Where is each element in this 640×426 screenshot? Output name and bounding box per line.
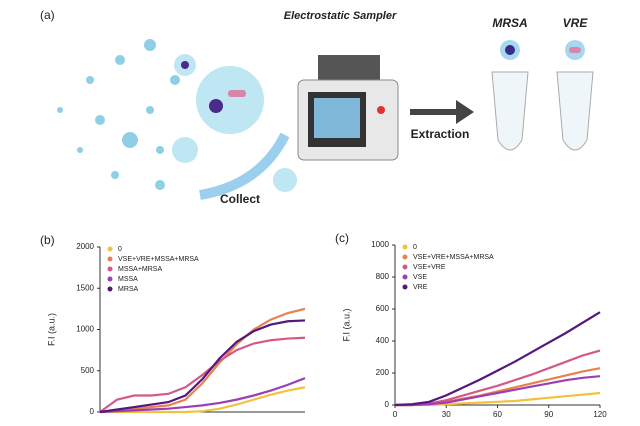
panel-label: (c) (335, 231, 349, 245)
tube-label: MRSA (492, 16, 527, 30)
collect-label: Collect (220, 192, 260, 206)
y-tick-label: 600 (376, 304, 390, 313)
extraction-arrowhead (456, 100, 474, 124)
data-line (99, 377, 306, 414)
legend-label: MSSA+MRSA (118, 266, 162, 273)
y-tick-label: 1000 (371, 240, 389, 249)
panel-label: (a) (40, 8, 55, 22)
extraction-label: Extraction (411, 127, 470, 141)
tube (556, 40, 594, 151)
data-line (99, 336, 306, 413)
legend-label: MSSA (118, 276, 138, 283)
legend-marker (107, 266, 113, 272)
data-line (395, 375, 601, 407)
sampler-label: Electrostatic Sampler (284, 10, 397, 22)
data-line (100, 386, 306, 414)
x-tick-label: 90 (544, 410, 553, 419)
y-axis-label: F.I (a.u.) (46, 313, 56, 346)
bioaerosol-bubbles (57, 39, 297, 192)
y-tick-label: 400 (376, 336, 390, 345)
legend-label: VSE (413, 274, 427, 281)
data-line (99, 307, 306, 414)
y-tick-label: 800 (376, 272, 390, 281)
legend-label: 0 (413, 244, 417, 251)
legend-marker (402, 244, 408, 250)
legend-label: MRSA (118, 286, 139, 293)
y-axis-label: F.I (a.u.) (341, 308, 351, 341)
legend-label: 0 (118, 246, 122, 253)
y-tick-label: 1500 (76, 283, 94, 292)
legend-marker (402, 284, 408, 290)
legend-label: VRE (413, 284, 428, 291)
y-tick-label: 2000 (76, 242, 94, 251)
panel-label: (b) (40, 233, 55, 247)
legend-label: VSE+VRE+MSSA+MRSA (413, 254, 494, 261)
y-tick-label: 200 (376, 368, 390, 377)
data-line (394, 311, 601, 407)
legend-marker (107, 276, 113, 282)
legend-marker (402, 264, 408, 270)
legend-marker (402, 274, 408, 280)
x-tick-label: 30 (442, 410, 451, 419)
y-tick-label: 0 (90, 407, 95, 416)
y-tick-label: 500 (81, 366, 95, 375)
legend-marker (402, 254, 408, 260)
x-tick-label: 0 (393, 410, 398, 419)
legend-label: VSE+VRE (413, 264, 446, 271)
sampler-device (297, 55, 399, 161)
tube-label: VRE (563, 16, 589, 30)
legend-label: VSE+VRE+MSSA+MRSA (118, 256, 199, 263)
legend-marker (107, 256, 113, 262)
y-tick-label: 1000 (76, 325, 94, 334)
x-tick-label: 120 (593, 410, 607, 419)
collect-arrow (199, 132, 290, 200)
x-tick-label: 60 (493, 410, 502, 419)
tube (491, 40, 529, 151)
y-tick-label: 0 (385, 400, 390, 409)
legend-marker (107, 246, 113, 252)
legend-marker (107, 286, 113, 292)
data-line (99, 319, 306, 414)
